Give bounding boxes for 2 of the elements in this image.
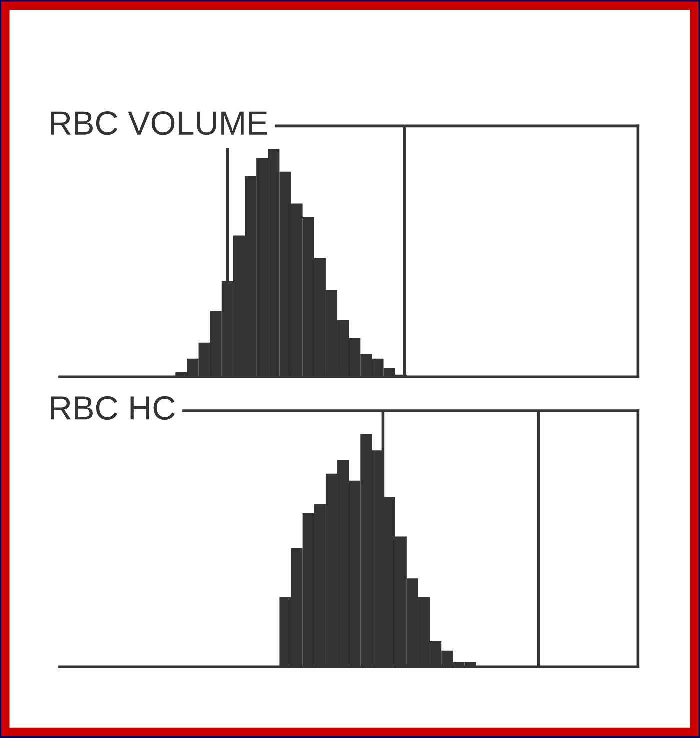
chart-title: RBC VOLUME bbox=[51, 112, 268, 136]
chart-title: RBC HC bbox=[51, 396, 175, 420]
